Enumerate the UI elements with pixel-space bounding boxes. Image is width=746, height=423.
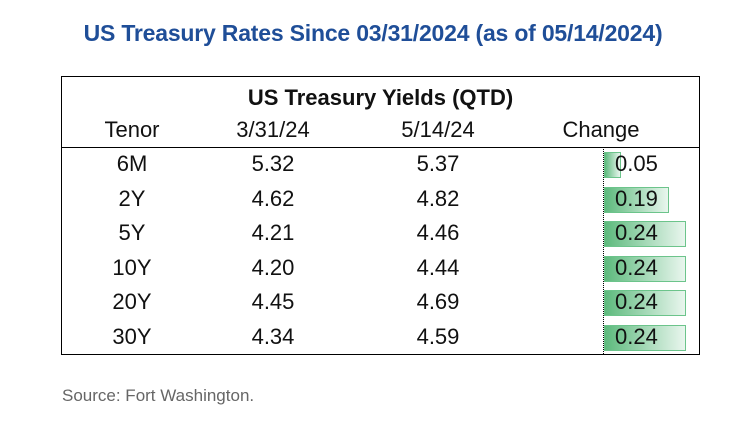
end-yield-cell: 4.82: [416, 185, 460, 211]
change-cell: 0.24: [615, 289, 658, 314]
table-row: 2Y 4.62 4.82 0.19: [62, 183, 699, 218]
change-cell: 0.24: [615, 323, 658, 349]
end-yield-cell: 4.46: [416, 220, 460, 245]
tenor-cell: 6M: [116, 151, 148, 176]
tenor-cell: 10Y: [112, 254, 152, 280]
start-yield-cell: 4.45: [251, 289, 295, 314]
change-axis-line: [603, 147, 604, 354]
start-yield-cell: 4.34: [251, 323, 295, 349]
table-title: US Treasury Yields (QTD): [247, 85, 514, 110]
table-row: 6M 5.32 5.37 0.05: [62, 148, 699, 183]
table-row: 10Y 4.20 4.44 0.24: [62, 252, 699, 287]
change-data-bar: [604, 221, 686, 247]
tenor-cell: 30Y: [112, 323, 152, 349]
yields-table: US Treasury Yields (QTD) Tenor 3/31/24 5…: [61, 76, 700, 355]
header-end: 5/14/24: [401, 117, 475, 142]
header-tenor: Tenor: [104, 117, 160, 142]
change-data-bar: [604, 324, 686, 351]
change-data-bar: [604, 186, 669, 213]
change-data-bar: [604, 255, 686, 282]
table-row: 20Y 4.45 4.69 0.24: [62, 286, 699, 321]
end-yield-cell: 4.69: [416, 289, 460, 314]
start-yield-cell: 5.32: [251, 151, 295, 176]
change-data-bar: [604, 290, 686, 316]
change-cell: 0.24: [615, 254, 658, 280]
end-yield-cell: 4.59: [416, 323, 460, 349]
start-yield-cell: 4.21: [251, 220, 295, 245]
start-yield-cell: 4.62: [251, 185, 295, 211]
end-yield-cell: 4.44: [416, 254, 460, 280]
tenor-cell: 20Y: [112, 289, 152, 314]
change-cell: 0.24: [615, 220, 658, 245]
header-start: 3/31/24: [236, 117, 310, 142]
start-yield-cell: 4.20: [251, 254, 295, 280]
tenor-cell: 5Y: [118, 220, 146, 245]
page-title: US Treasury Rates Since 03/31/2024 (as o…: [83, 20, 663, 46]
end-yield-cell: 5.37: [416, 151, 460, 176]
change-data-bar: [604, 152, 621, 178]
table-row: 5Y 4.21 4.46 0.24: [62, 217, 699, 252]
header-divider: [62, 147, 699, 148]
change-cell: 0.19: [615, 185, 658, 211]
table-row: 30Y 4.34 4.59 0.24: [62, 321, 699, 356]
header-change: Change: [562, 117, 640, 142]
source-note: Source: Fort Washington.: [62, 386, 255, 405]
change-cell: 0.05: [615, 151, 658, 176]
tenor-cell: 2Y: [118, 185, 146, 211]
